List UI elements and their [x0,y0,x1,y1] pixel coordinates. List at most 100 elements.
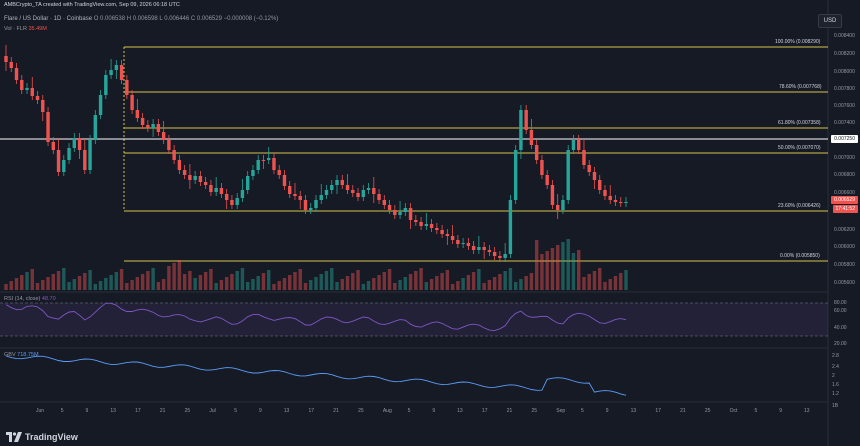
candle [492,252,497,256]
volume-bar [282,278,287,290]
volume-bar [240,268,245,290]
volume-bar [251,279,255,290]
countdown-tag: 17:41:52 [832,205,858,213]
volume-bar [161,279,166,290]
candle [46,112,50,142]
volume-bar [298,269,302,290]
candle [172,150,176,160]
time-tick-label: 9 [85,408,89,414]
candle [182,170,187,175]
volume-bar [219,280,224,290]
price-tick-label: 0.007000 [834,155,855,161]
candle [566,150,570,200]
volume-bar [9,281,13,290]
gbv-tick-label: 2.4 [832,364,839,370]
candle [466,243,471,246]
tradingview-logo-icon [6,432,22,442]
rsi-line [5,302,627,332]
volume-bar [46,277,50,290]
volume-bar [445,270,450,290]
volume-bar [188,271,192,290]
candle [156,124,161,132]
rsi-legend: RSI (14, close) 48.70 [4,296,56,302]
volume-bar [513,282,518,290]
candle [198,176,203,182]
candle [309,208,313,210]
volume-bar [540,254,544,290]
time-tick-label: 17 [308,408,315,414]
fib-level-label: 50.00% (0.007070) [778,145,821,151]
volume-bar [603,282,607,290]
volume-bar [104,278,108,290]
fib-level-label: 78.60% (0.007768) [779,84,822,90]
volume-bar [592,271,597,290]
candle [550,185,555,205]
candle [393,210,397,215]
volume-bar [566,239,570,290]
price-tick-label: 0.005800 [834,262,855,268]
candle [256,160,260,170]
time-tick-label: 9 [258,408,262,414]
symbol-name: Flare / US Dollar · 1D · Coinbase [4,16,93,22]
volume-bar [156,282,161,290]
volume-bar [372,278,376,290]
volume-bar [203,272,208,290]
candle [83,150,87,170]
price-tick-label: 0.007400 [834,120,855,126]
time-tick-label: 13 [457,408,463,414]
price-tick-label: 0.007800 [834,86,855,92]
volume-bar [587,274,591,290]
time-tick-label: 13 [283,408,290,414]
candle [440,230,444,234]
candle [450,236,455,240]
candle [519,110,523,150]
candle [214,188,218,192]
volume-bar [403,277,408,290]
time-tick-label: 5 [234,408,237,414]
volume-bar [619,273,623,290]
candle [445,234,450,236]
volume-bar [608,279,612,290]
time-tick-label: 25 [704,408,711,414]
volume-bar [577,250,581,290]
price-tick-label: 0.008200 [834,51,855,57]
candle [119,65,124,80]
volume-bar [382,272,387,290]
time-tick-label: 25 [358,408,364,414]
gbv-tick-label: 1.2 [832,391,839,397]
rsi-label: RSI (14, close) [4,296,41,302]
time-tick-label: 13 [110,408,116,414]
volume-bar [25,272,29,290]
candle [603,190,607,196]
volume-legend: Vol · FLR 35.49M [4,26,47,32]
candle [93,115,98,140]
candle [235,198,239,205]
time-tick-label: 17 [655,408,661,414]
volume-bar [288,275,292,290]
rsi-tick-label: 40.00 [834,325,847,331]
currency-button[interactable]: USD [818,14,842,28]
gbv-tick-label: 1B [832,403,839,409]
candle [230,200,234,205]
volume-bar [140,274,145,290]
time-tick-label: 17 [135,408,141,414]
candle [167,140,171,150]
tradingview-logo[interactable]: TradingView [6,432,78,442]
volume-bar [167,266,171,290]
candle [240,190,245,198]
volume-bar [524,276,528,290]
volume-bar [114,272,119,290]
volume-bar [582,277,586,290]
candle [277,170,281,175]
candle [382,200,387,205]
volume-bar [130,280,134,290]
candle [345,185,350,190]
volume-bar [450,284,455,290]
candle [224,194,229,200]
volume-bar [214,283,218,290]
volume-bar [356,270,360,290]
fib-level-label: 100.00% (0.008290) [775,39,821,45]
candle [203,182,208,185]
gbv-legend: GBV 718.75M [4,352,39,358]
